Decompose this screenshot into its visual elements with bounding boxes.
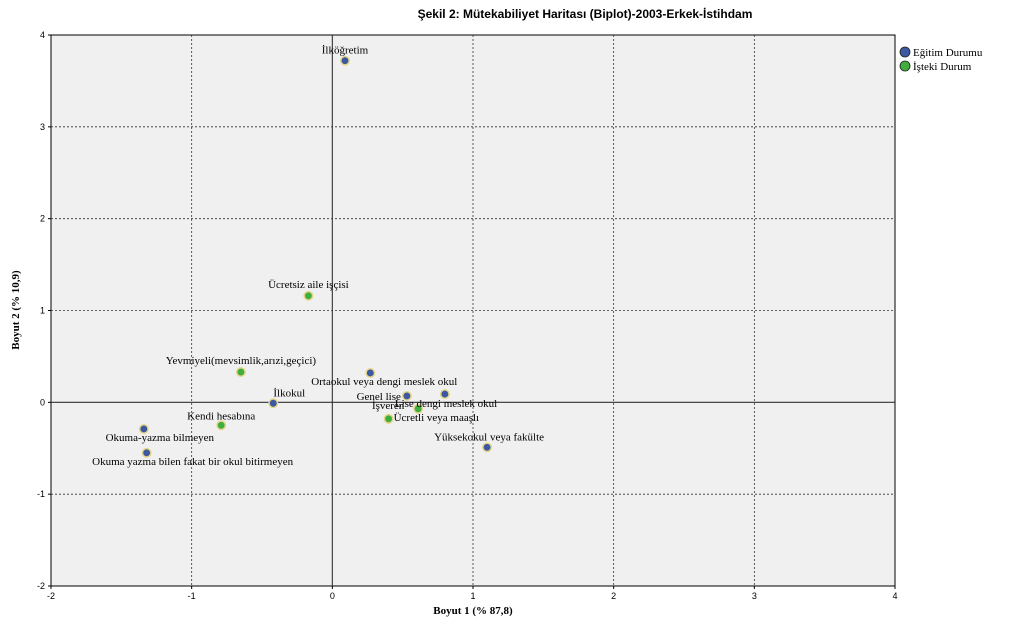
legend-marker (899, 46, 911, 58)
legend-marker (899, 60, 911, 72)
y-tick-label: 4 (40, 30, 45, 40)
employment-point (383, 413, 394, 424)
point-labels: İlköğretim Ortaokul veya dengi meslek oku… (92, 45, 544, 468)
data-points (138, 55, 493, 458)
axis-ticks: -2 -1 0 1 2 3 4 -2 -1 0 1 2 3 4 (37, 30, 898, 601)
x-tick-label: 1 (470, 591, 475, 601)
x-tick-label: 2 (611, 591, 616, 601)
education-point (365, 367, 376, 378)
education-point (141, 447, 152, 458)
point-label: Okuma yazma bilen fakat bir okul bitirme… (92, 456, 293, 468)
point-label: Yevmiyeli(mevsimlik,arızi,geçici) (166, 355, 317, 367)
point-label: Ücretli veya maaşlı (394, 412, 480, 424)
education-point (340, 55, 350, 66)
point-label: Ücretsiz aile işçisi (268, 279, 349, 291)
reference-lines (51, 35, 895, 586)
education-point (439, 389, 450, 400)
y-tick-label: -2 (37, 581, 45, 591)
y-axis-label: Boyut 2 (% 10,9) (10, 270, 22, 350)
employment-point (303, 290, 314, 301)
x-tick-label: 4 (892, 591, 897, 601)
point-label: İşveren (372, 400, 405, 412)
education-point (268, 398, 279, 409)
y-tick-label: 0 (40, 397, 45, 407)
point-label: Genel lise (357, 391, 401, 403)
chart-title: Şekil 2: Mütekabiliyet Haritası (Biplot)… (418, 6, 753, 21)
employment-point (235, 367, 246, 377)
employment-point (413, 403, 424, 414)
y-tick-label: -1 (37, 489, 45, 499)
point-label: Ortaokul veya dengi meslek okul (311, 376, 457, 388)
x-axis-label: Boyut 1 (% 87,8) (433, 605, 513, 617)
point-label: Yüksekokul veya fakülte (434, 431, 544, 443)
point-label: Kendi hesabına (187, 410, 255, 422)
education-point (401, 390, 412, 401)
legend: Eğitim Durumu İşteki Durum (899, 46, 983, 73)
education-point (138, 424, 149, 434)
education-point (482, 442, 493, 453)
grid-lines (51, 35, 895, 586)
point-label: Lise dengi meslek okul (395, 398, 497, 410)
x-tick-label: -2 (47, 591, 55, 601)
x-tick-label: -1 (188, 591, 196, 601)
legend-label: Eğitim Durumu (913, 47, 983, 59)
y-tick-label: 2 (40, 214, 45, 224)
x-tick-label: 3 (752, 591, 757, 601)
y-tick-label: 3 (40, 122, 45, 132)
point-label: Okuma-yazma bilmeyen (106, 432, 215, 444)
point-label: İlkokul (273, 387, 305, 399)
y-tick-label: 1 (40, 306, 45, 316)
employment-point (216, 420, 227, 431)
point-label: İlköğretim (322, 45, 369, 57)
x-tick-label: 0 (330, 591, 335, 601)
legend-label: İşteki Durum (913, 61, 972, 73)
